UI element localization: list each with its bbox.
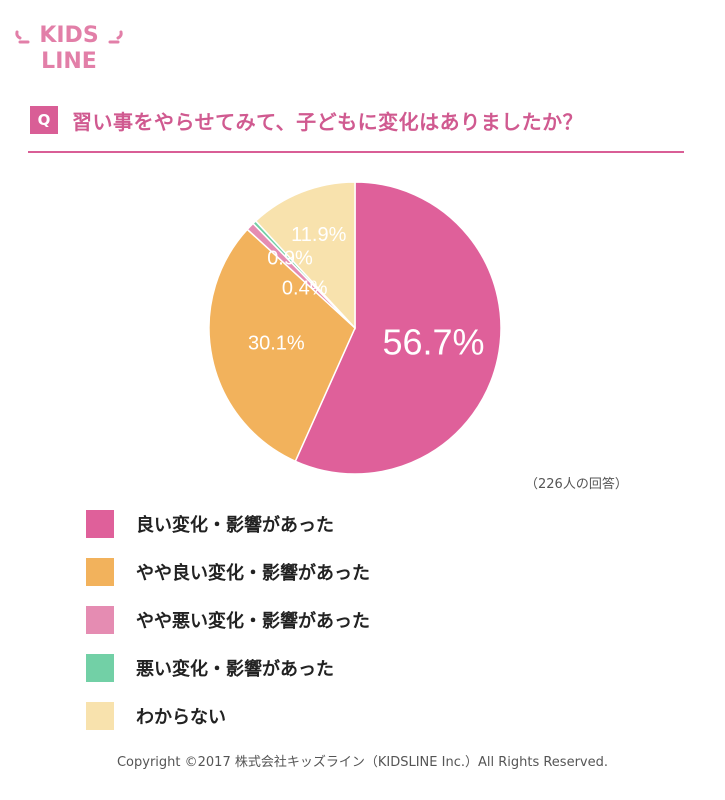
legend-item: 良い変化・影響があった xyxy=(86,500,370,548)
pie-slice xyxy=(252,219,356,329)
copyright: Copyright ©2017 株式会社キッズライン（KIDSLINE Inc.… xyxy=(116,755,609,770)
slice-value-label: 0.9% xyxy=(267,247,313,269)
slice-value-label: 11.9% xyxy=(291,224,346,246)
legend-swatch xyxy=(86,654,114,682)
legend-item: やや良い変化・影響があった xyxy=(86,548,370,596)
legend-label: 悪い変化・影響があった xyxy=(136,659,334,680)
legend-swatch xyxy=(86,606,114,634)
legend-item: わからない xyxy=(86,692,370,740)
header-divider xyxy=(28,151,684,153)
logo-line1: KIDS xyxy=(39,23,98,48)
slice-value-label: 56.7% xyxy=(382,321,484,362)
legend-label: 良い変化・影響があった xyxy=(136,515,334,536)
question-text: 習い事をやらせてみて、子どもに変化はありましたか？ xyxy=(72,109,584,134)
pie-slice xyxy=(294,181,502,475)
legend-label: やや良い変化・影響があった xyxy=(136,563,370,584)
legend-label: わからない xyxy=(136,707,226,728)
legend-swatch xyxy=(86,702,114,730)
pie-slice xyxy=(246,222,356,329)
legend-label: やや悪い変化・影響があった xyxy=(136,611,370,632)
legend-swatch xyxy=(86,510,114,538)
pie-slice xyxy=(208,228,356,463)
legend-item: 悪い変化・影響があった xyxy=(86,644,370,692)
slice-value-label: 0.4% xyxy=(282,277,328,299)
legend: 良い変化・影響があった やや良い変化・影響があった やや悪い変化・影響があった … xyxy=(86,500,370,740)
q-badge: Q xyxy=(30,106,58,134)
kidsline-logo: KIDS LINE xyxy=(15,23,123,74)
pie-slice xyxy=(254,181,356,330)
question-header: Q 習い事をやらせてみて、子どもに変化はありましたか？ xyxy=(30,104,583,136)
legend-swatch xyxy=(86,558,114,586)
respondent-note: （226人の回答） xyxy=(525,477,628,492)
legend-item: やや悪い変化・影響があった xyxy=(86,596,370,644)
logo-line2: LINE xyxy=(41,49,97,74)
slice-value-label: 30.1% xyxy=(248,333,305,355)
